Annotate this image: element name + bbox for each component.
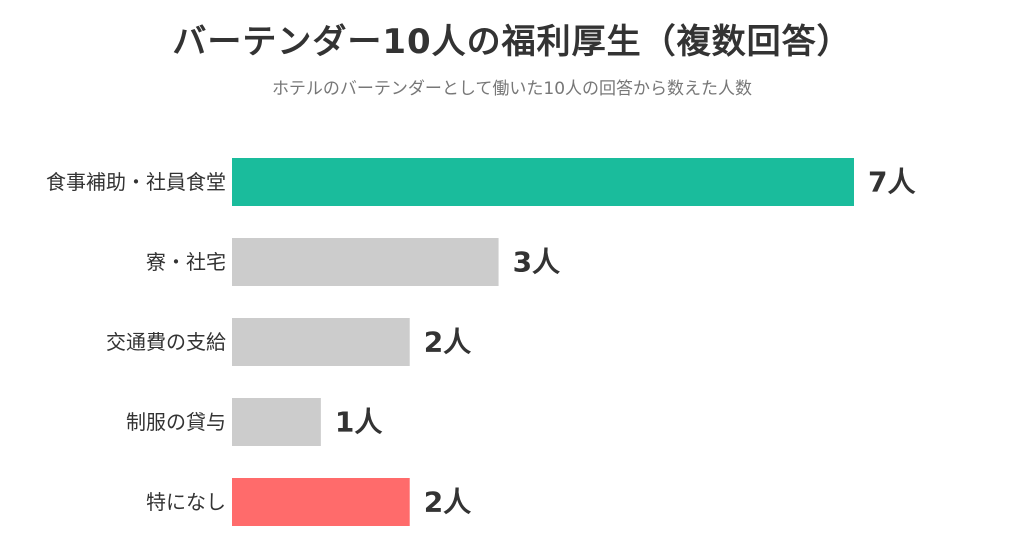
- chart-subtitle: ホテルのバーテンダーとして働いた10人の回答から数えた人数: [271, 79, 753, 99]
- chart-title: バーテンダー10人の福利厚生（複数回答）: [172, 22, 852, 62]
- value-label: 2人: [424, 326, 471, 359]
- value-label: 7人: [868, 166, 915, 199]
- value-label: 3人: [513, 246, 560, 279]
- category-label: 特になし: [146, 490, 226, 514]
- bar: [232, 238, 499, 286]
- value-label: 2人: [424, 486, 471, 519]
- category-label: 寮・社宅: [146, 250, 226, 274]
- value-label: 1人: [335, 406, 382, 439]
- category-label: 制服の貸与: [126, 410, 226, 434]
- category-label: 交通費の支給: [106, 330, 226, 354]
- bar: [232, 398, 321, 446]
- category-label: 食事補助・社員食堂: [46, 170, 226, 194]
- bar: [232, 158, 854, 206]
- bar: [232, 478, 410, 526]
- bar: [232, 318, 410, 366]
